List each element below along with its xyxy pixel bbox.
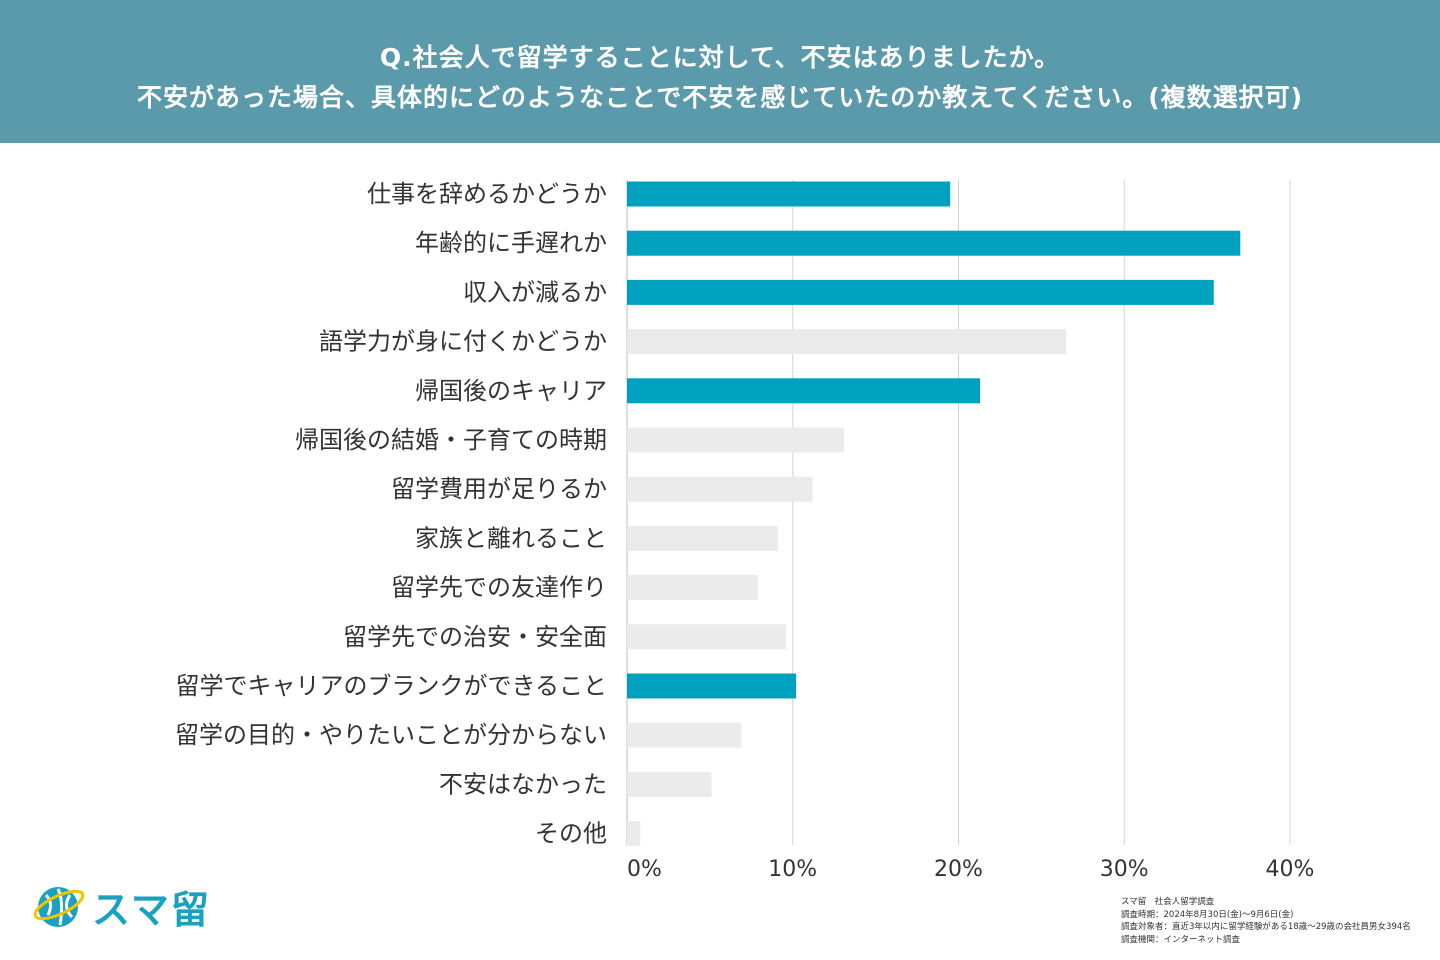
- globe-icon: [33, 887, 85, 927]
- x-tick-label-20: 20%: [934, 857, 983, 882]
- category-label-4: 帰国後のキャリア: [415, 377, 607, 405]
- bar-8: [627, 575, 758, 601]
- bar-12: [627, 771, 712, 797]
- category-label-13: その他: [535, 820, 607, 848]
- footnote-line-3: 調査対象者：直近3年以内に留学経験がある18歳〜29歳の会社員男女394名: [1121, 922, 1411, 932]
- bar-0: [627, 181, 951, 207]
- question-header: Q.社会人で留学することに対して、不安はありましたか。 不安があった場合、具体的…: [0, 0, 1440, 143]
- category-label-10: 留学でキャリアのブランクができること: [175, 672, 607, 700]
- bar-2: [627, 279, 1214, 305]
- category-label-3: 語学力が身に付くかどうか: [319, 328, 607, 356]
- category-label-0: 仕事を辞めるかどうか: [367, 180, 607, 208]
- x-tick-label-30: 30%: [1100, 857, 1149, 882]
- category-label-5: 帰国後の結婚・子育ての時期: [295, 426, 607, 454]
- category-label-9: 留学先での治安・安全面: [343, 623, 607, 651]
- bar-1: [627, 230, 1241, 256]
- question-line-2: 不安があった場合、具体的にどのようなことで不安を感じていたのか教えてください。(…: [136, 83, 1304, 112]
- logo: スマ留: [32, 880, 211, 932]
- x-tick-label-40: 40%: [1266, 857, 1315, 882]
- category-label-1: 年齢的に手遅れか: [415, 229, 607, 257]
- category-label-12: 不安はなかった: [439, 770, 607, 798]
- category-label-2: 収入が減るか: [463, 278, 607, 306]
- bar-3: [627, 329, 1067, 355]
- bar-13: [627, 821, 641, 847]
- bar-7: [627, 525, 778, 551]
- x-tick-label-0: 0%: [627, 857, 662, 882]
- bar-6: [627, 476, 813, 502]
- survey-footnote: スマ留 社会人留学調査 調査時期：2024年8月30日(金)〜9月6日(金) 調…: [1121, 896, 1411, 946]
- footnote-line-4: 調査機関：インターネット調査: [1121, 934, 1241, 945]
- x-tick-label-10: 10%: [768, 857, 817, 882]
- bar-4: [627, 378, 981, 404]
- bar-9: [627, 624, 787, 650]
- logo-text: スマ留: [92, 887, 211, 932]
- category-label-6: 留学費用が足りるか: [391, 475, 607, 503]
- footnote-line-2: 調査時期：2024年8月30日(金)〜9月6日(金): [1121, 909, 1294, 920]
- category-label-7: 家族と離れること: [415, 524, 607, 552]
- footnote-line-1: スマ留 社会人留学調査: [1121, 897, 1215, 907]
- bar-5: [627, 427, 845, 453]
- category-label-8: 留学先での友達作り: [391, 574, 607, 602]
- category-label-11: 留学の目的・やりたいことが分からない: [175, 721, 607, 749]
- bar-11: [627, 722, 742, 748]
- question-line-1: Q.社会人で留学することに対して、不安はありましたか。: [379, 43, 1061, 72]
- bar-10: [627, 673, 797, 699]
